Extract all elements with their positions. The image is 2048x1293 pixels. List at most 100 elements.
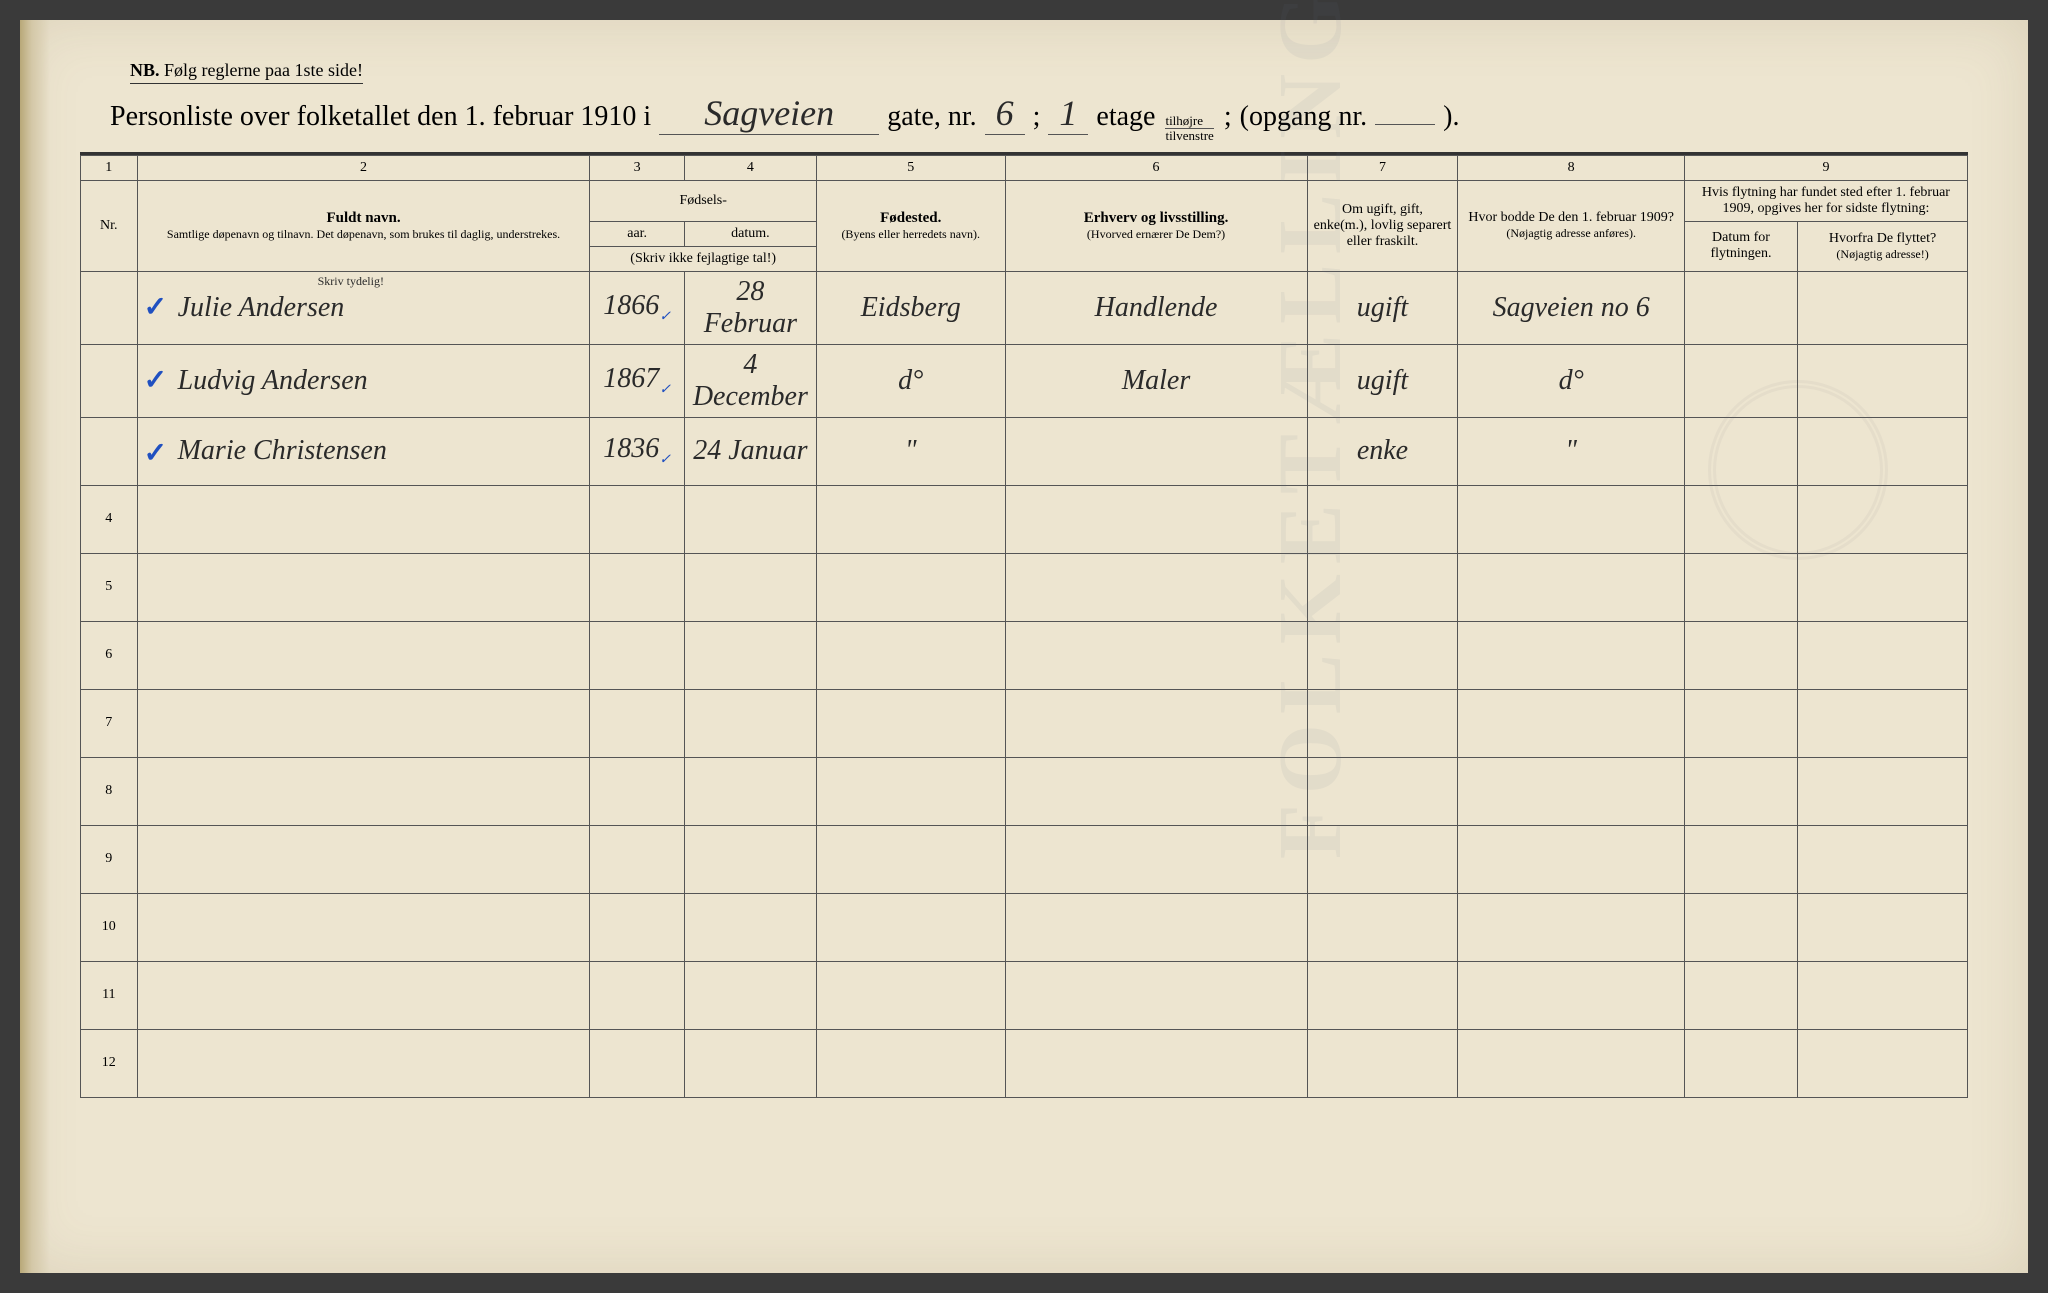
check-mark: ✓ xyxy=(144,363,167,396)
sep1: ; xyxy=(1033,101,1041,133)
colnum-6: 6 xyxy=(1005,155,1307,180)
hdr-move: Hvis flytning har fundet sted efter 1. f… xyxy=(1684,180,1967,221)
cell-nr: 7 xyxy=(81,689,138,757)
cell-year xyxy=(590,961,684,1029)
opgang-nr xyxy=(1375,124,1435,125)
sep2: ; xyxy=(1224,101,1232,133)
etage-nr: 1 xyxy=(1048,92,1088,135)
cell-year xyxy=(590,485,684,553)
cell-name xyxy=(137,757,590,825)
cell-place xyxy=(816,485,1005,553)
colnum-2: 2 xyxy=(137,155,590,180)
cell-mfrom xyxy=(1798,344,1968,417)
cell-mfrom xyxy=(1798,689,1968,757)
colnum-5: 5 xyxy=(816,155,1005,180)
table-row: 4 xyxy=(81,485,1968,553)
street-name: Sagveien xyxy=(659,92,879,135)
cell-name xyxy=(137,553,590,621)
table-row: 12 xyxy=(81,1029,1968,1097)
skriv-tydelig: Skriv tydelig! xyxy=(318,274,384,289)
gate-nr: 6 xyxy=(985,92,1025,135)
cell-mdate xyxy=(1684,825,1797,893)
colnum-9: 9 xyxy=(1684,155,1967,180)
hdr-marital: Om ugift, gift, enke(m.), lovlig separer… xyxy=(1307,180,1458,271)
hdr-fodsels: Fødsels- xyxy=(590,180,816,221)
cell-name: ✓ Marie Christensen xyxy=(137,417,590,485)
cell-mdate xyxy=(1684,757,1797,825)
cell-occ xyxy=(1005,553,1307,621)
cell-mfrom xyxy=(1798,485,1968,553)
close-paren: ). xyxy=(1443,101,1459,133)
cell-marital xyxy=(1307,689,1458,757)
cell-marital: ugift xyxy=(1307,271,1458,344)
title-prefix: Personliste over folketallet den 1. febr… xyxy=(110,101,651,133)
cell-mdate xyxy=(1684,271,1797,344)
cell-marital xyxy=(1307,961,1458,1029)
nb-text: Følg reglerne paa 1ste side! xyxy=(164,60,363,80)
cell-addr xyxy=(1458,621,1684,689)
hdr-erhverv: Erhverv og livsstilling. (Hvorved ernære… xyxy=(1005,180,1307,271)
cell-date xyxy=(684,1029,816,1097)
tilhojre-tilvenstre: tilhøjre tilvenstre xyxy=(1165,114,1213,144)
cell-year xyxy=(590,825,684,893)
check-mark: ✓ xyxy=(144,436,167,469)
check-mark: ✓ xyxy=(144,290,167,323)
table-row: ✓ Skriv tydelig!Julie Andersen 1866✓ 28 … xyxy=(81,271,1968,344)
cell-place xyxy=(816,961,1005,1029)
cell-nr: 9 xyxy=(81,825,138,893)
cell-date xyxy=(684,825,816,893)
cell-date xyxy=(684,485,816,553)
cell-occ xyxy=(1005,757,1307,825)
cell-nr xyxy=(81,271,138,344)
hdr-addr1909: Hvor bodde De den 1. februar 1909? (Nøja… xyxy=(1458,180,1684,271)
cell-nr xyxy=(81,417,138,485)
cell-date xyxy=(684,553,816,621)
cell-name: ✓ Ludvig Andersen xyxy=(137,344,590,417)
cell-mfrom xyxy=(1798,757,1968,825)
colnum-1: 1 xyxy=(81,155,138,180)
cell-occ xyxy=(1005,825,1307,893)
colnum-8: 8 xyxy=(1458,155,1684,180)
table-body: ✓ Skriv tydelig!Julie Andersen 1866✓ 28 … xyxy=(81,271,1968,1097)
cell-year: 1836✓ xyxy=(590,417,684,485)
cell-place xyxy=(816,553,1005,621)
title-line: Personliste over folketallet den 1. febr… xyxy=(110,92,1968,144)
cell-mdate xyxy=(1684,893,1797,961)
cell-occ xyxy=(1005,1029,1307,1097)
cell-marital xyxy=(1307,825,1458,893)
census-table: 1 2 3 4 5 6 7 8 9 Nr. Fuldt navn. Samtli… xyxy=(80,155,1968,1098)
cell-name xyxy=(137,893,590,961)
cell-occ xyxy=(1005,689,1307,757)
cell-date: 4 December xyxy=(684,344,816,417)
cell-occ xyxy=(1005,961,1307,1029)
cell-place: Eidsberg xyxy=(816,271,1005,344)
cell-place xyxy=(816,689,1005,757)
cell-mfrom xyxy=(1798,271,1968,344)
gate-label: gate, nr. xyxy=(887,101,976,133)
cell-place xyxy=(816,893,1005,961)
cell-nr: 5 xyxy=(81,553,138,621)
nb-instruction: NB. Følg reglerne paa 1ste side! xyxy=(130,60,363,84)
cell-name xyxy=(137,689,590,757)
table-row: 9 xyxy=(81,825,1968,893)
cell-year xyxy=(590,757,684,825)
hdr-nr: Nr. xyxy=(81,180,138,271)
cell-place xyxy=(816,757,1005,825)
cell-occ: Maler xyxy=(1005,344,1307,417)
opgang-label: (opgang nr. xyxy=(1240,101,1368,133)
cell-nr: 12 xyxy=(81,1029,138,1097)
hdr-fodested: Fødested. (Byens eller herredets navn). xyxy=(816,180,1005,271)
cell-occ: Handlende xyxy=(1005,271,1307,344)
cell-occ xyxy=(1005,417,1307,485)
cell-date xyxy=(684,893,816,961)
cell-addr: Sagveien no 6 xyxy=(1458,271,1684,344)
cell-name xyxy=(137,961,590,1029)
cell-place: d° xyxy=(816,344,1005,417)
cell-addr xyxy=(1458,689,1684,757)
cell-addr xyxy=(1458,553,1684,621)
cell-addr xyxy=(1458,893,1684,961)
cell-mfrom xyxy=(1798,621,1968,689)
cell-date: 28 Februar xyxy=(684,271,816,344)
cell-mdate xyxy=(1684,344,1797,417)
cell-year xyxy=(590,1029,684,1097)
